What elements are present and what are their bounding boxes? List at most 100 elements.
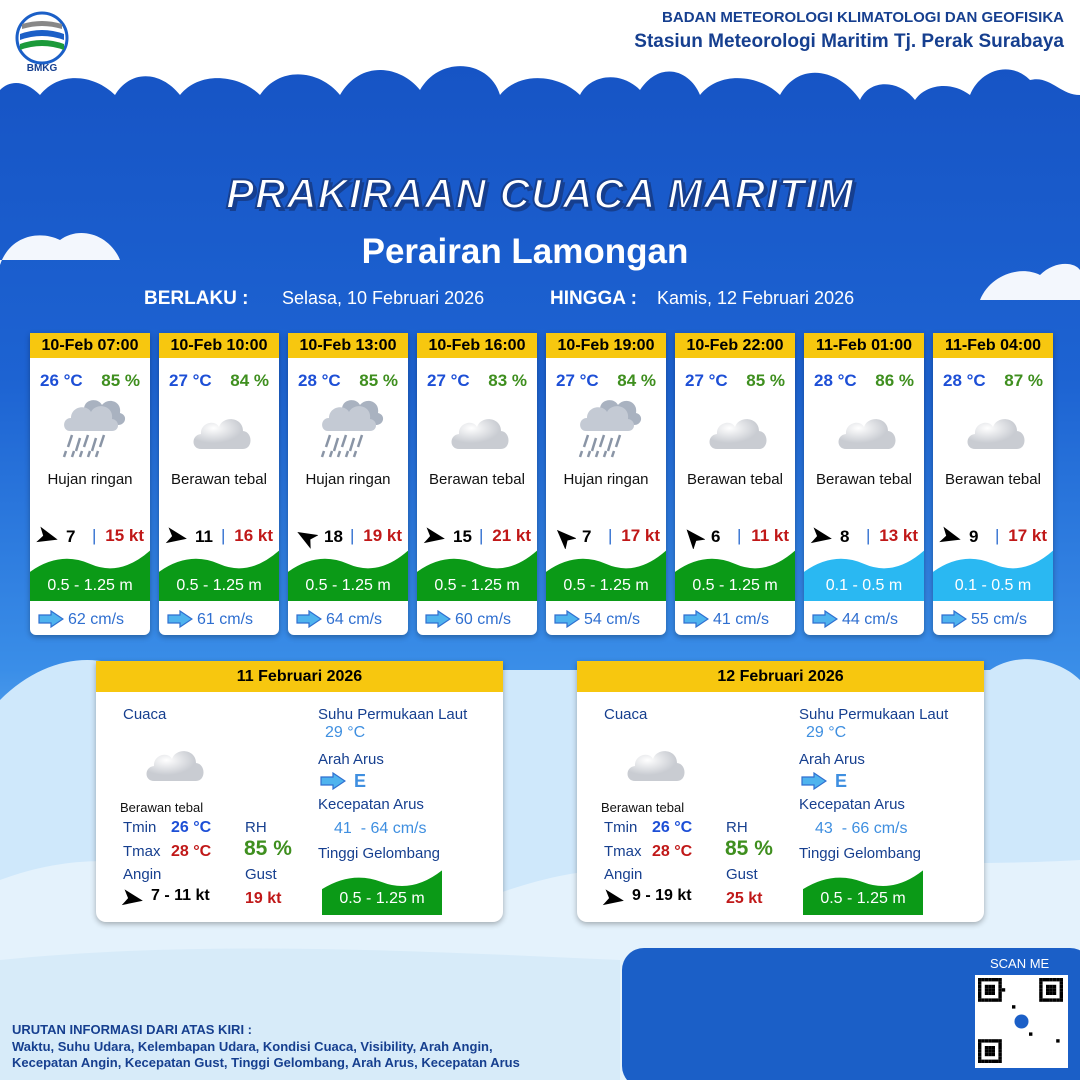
qr-cell [1046,978,1050,982]
summary-date: 12 Februari 2026 [577,661,984,692]
qr-cell [1012,1005,1016,1009]
wave-shape [804,550,924,601]
wave-shape [675,550,795,601]
arrow-part [167,609,194,629]
wave-shape [288,550,408,601]
label: Tmin [123,819,157,836]
forecast-card: 10-Feb 22:00 27 °C 85 % Berawan tebal 6 | 11 k… [675,333,795,635]
label: Suhu Permukaan Laut [799,706,949,723]
qr-cell [998,1059,1002,1063]
qr-cell [978,978,1063,1063]
humidity: 85 % [359,371,398,390]
icon-part [70,450,76,458]
label: Tinggi Gelombang [799,845,922,862]
wave-area [546,548,666,601]
icon-part [598,434,606,448]
summary-panel: 11 Februari 2026 Cuaca Berawan tebal Tmin 26… [96,661,503,922]
weather-icon [187,401,257,466]
wave-shape [546,550,666,601]
arrow-part [939,526,961,543]
arrow-part [320,771,347,791]
wave-shape [322,870,442,915]
wave-shape [675,550,795,601]
label: Tinggi Gelombang [318,845,441,862]
arrow-part [801,771,828,791]
icon-part [340,434,348,448]
arrow-part [602,889,624,906]
wave-shape [30,550,150,601]
qr-cell [998,1056,1002,1060]
wind-arrow [121,887,145,916]
qr-cell [1046,998,1050,1002]
arrow-part [121,889,143,906]
qr-cell [1014,1014,1029,1029]
weather-icon [318,391,388,466]
qr-cell [991,998,995,1002]
qr-cell [991,1046,995,1050]
arrow-part [556,529,577,550]
qr-cell [1001,988,1006,992]
time: 10-Feb 13:00 [288,333,408,358]
current-dir: E [354,771,367,791]
wave-height: 0.5 - 1.25 m [47,577,133,594]
icon-part [320,400,384,458]
temperature: 26 °C [40,371,83,390]
icon-part [451,419,509,449]
qr-cell [984,1052,989,1057]
logo-wave [20,30,64,40]
arrow-part [36,526,58,543]
weather: Hujan ringan [47,471,133,488]
icon-part [614,434,622,448]
icon-part [352,450,358,458]
current-arrow [801,771,828,795]
icon-part [332,437,340,452]
time: 10-Feb 07:00 [30,333,150,358]
qr-cell [991,1049,995,1053]
current-arrow [320,771,347,795]
qr-cell [995,978,999,982]
arrow-part [556,529,577,550]
icon-part [66,434,74,448]
qr-cell [1029,1032,1033,1036]
wave-shape [159,550,279,601]
qr-cell [991,984,995,989]
temperature: 27 °C [427,371,470,390]
wave-shape [30,550,150,601]
qr-cell [984,1039,989,1043]
label: Tmax [604,843,642,860]
qr-cell [998,998,1002,1002]
icon-part [606,437,614,452]
wave-height: 0.1 - 0.5 m [825,577,903,594]
gust: 21 kt [492,526,531,545]
agency: BADAN METEOROLOGI KLIMATOLOGI DAN GEOFIS… [662,9,1064,26]
current-arrow [38,609,65,633]
icon-part [62,400,126,458]
separator: | [737,526,742,545]
logo [15,11,69,65]
icon-part [709,419,767,449]
weather: Berawan tebal [429,471,525,488]
qr-cell [988,998,992,1002]
qr-cell [1052,984,1057,989]
icon-part [967,419,1025,449]
forecast-card: 11-Feb 01:00 28 °C 86 % Berawan tebal 8 | 13 k… [804,333,924,635]
arrow-part [602,889,624,906]
wind-arrow [810,525,834,554]
icon-part [320,450,326,458]
to-date: Kamis, 12 Februari 2026 [657,288,855,308]
qr-cell [978,991,982,995]
arrow-part [320,771,347,791]
qr-cell [1039,991,1043,995]
weather: Berawan tebal [601,800,685,815]
icon-part [328,450,334,458]
arrow-part [296,609,323,629]
current-arrow [683,609,710,633]
logo-wave [22,21,62,29]
icon-part [82,434,90,448]
icon-part [967,419,1025,449]
wind-speed: 6 [711,527,721,546]
qr-cell [981,1039,985,1043]
wave-height: 0.5 - 1.25 m [563,577,649,594]
wind-speed: 18 [324,527,343,546]
time: 10-Feb 22:00 [675,333,795,358]
